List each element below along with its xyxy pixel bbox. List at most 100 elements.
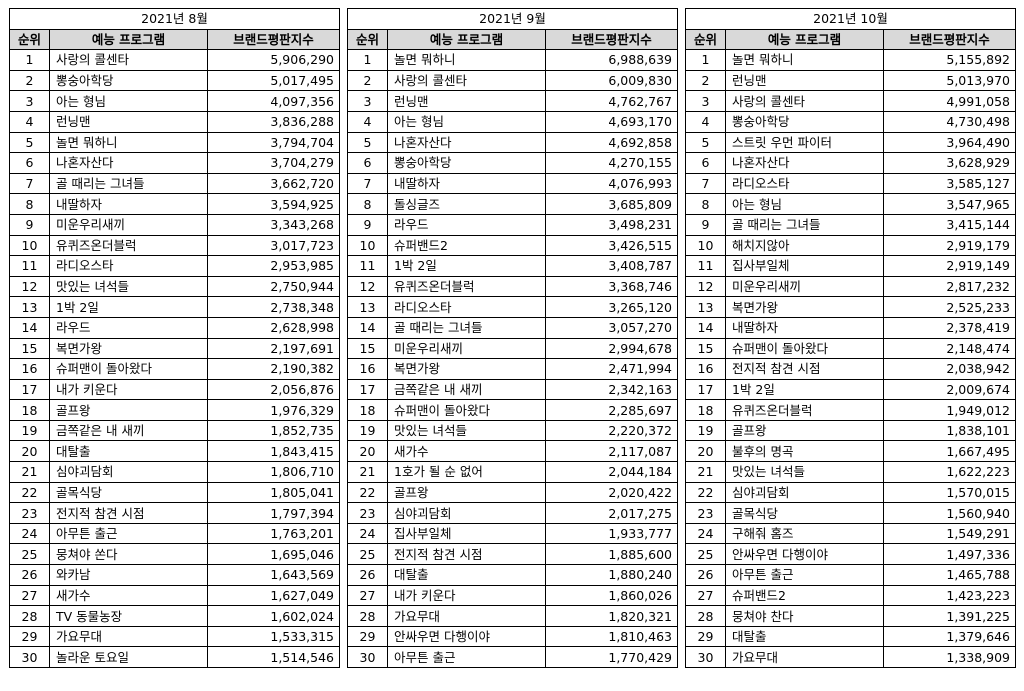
table-row: 27 새가수 1,627,049 — [9, 584, 340, 607]
table-row: 4 런닝맨 3,836,288 — [9, 110, 340, 133]
brand-index-cell: 2,471,994 — [545, 358, 678, 380]
brand-index-cell: 2,342,163 — [545, 378, 678, 401]
table-row: 9 미운우리새끼 3,343,268 — [9, 213, 340, 236]
table-row: 17 금쪽같은 내 새끼 2,342,163 — [347, 378, 678, 401]
table-row: 4 아는 형님 4,693,170 — [347, 110, 678, 133]
brand-index-cell: 3,662,720 — [207, 172, 340, 195]
rank-cell: 12 — [347, 275, 388, 298]
table-row: 25 안싸우면 다행이야 1,497,336 — [685, 543, 1016, 566]
program-name-cell: 뽕숭아학당 — [725, 110, 884, 133]
program-name-cell: 금쪽같은 내 새끼 — [49, 419, 208, 442]
brand-index-cell: 4,270,155 — [545, 152, 678, 174]
program-name-cell: 불후의 명곡 — [725, 440, 884, 463]
rank-cell: 20 — [685, 440, 726, 463]
program-name-cell: 심야괴담회 — [49, 461, 208, 483]
program-name-cell: 사랑의 콜센타 — [49, 49, 208, 71]
rank-cell: 8 — [347, 193, 388, 215]
program-name-cell: 슈퍼맨이 돌아왔다 — [387, 399, 546, 421]
rank-cell: 28 — [685, 605, 726, 627]
rank-cell: 3 — [347, 90, 388, 112]
table-row: 20 새가수 2,117,087 — [347, 440, 678, 463]
table-row: 2 런닝맨 5,013,970 — [685, 69, 1016, 92]
rank-cell: 19 — [9, 419, 50, 442]
brand-index-cell: 1,570,015 — [883, 481, 1016, 504]
table-row: 29 대탈출 1,379,646 — [685, 625, 1016, 648]
brand-index-cell: 5,155,892 — [883, 49, 1016, 71]
program-name-cell: 1박 2일 — [49, 296, 208, 318]
brand-index-cell: 3,368,746 — [545, 275, 678, 298]
brand-index-cell: 3,836,288 — [207, 110, 340, 133]
table-row: 24 집사부일체 1,933,777 — [347, 522, 678, 545]
rank-cell: 13 — [9, 296, 50, 318]
program-name-cell: 라우드 — [49, 316, 208, 339]
program-name-cell: 가요무대 — [387, 605, 546, 627]
rank-cell: 14 — [685, 316, 726, 339]
index-header: 브랜드평판지수 — [545, 28, 678, 51]
rank-cell: 30 — [347, 646, 388, 668]
program-name-cell: 라디오스타 — [49, 255, 208, 277]
rank-cell: 24 — [685, 522, 726, 545]
program-header: 예능 프로그램 — [725, 28, 884, 51]
table-row: 13 1박 2일 2,738,348 — [9, 296, 340, 318]
program-name-cell: 아는 형님 — [49, 90, 208, 112]
brand-index-cell: 3,628,929 — [883, 152, 1016, 174]
table-row: 22 골프왕 2,020,422 — [347, 481, 678, 504]
rank-cell: 9 — [685, 213, 726, 236]
table-row: 15 복면가왕 2,197,691 — [9, 337, 340, 360]
rank-cell: 20 — [347, 440, 388, 463]
table-row: 28 TV 동물농장 1,602,024 — [9, 605, 340, 627]
rank-cell: 7 — [347, 172, 388, 195]
program-name-cell: 라우드 — [387, 213, 546, 236]
rank-cell: 10 — [685, 234, 726, 257]
brand-index-cell: 1,880,240 — [545, 564, 678, 586]
rank-cell: 4 — [685, 110, 726, 133]
program-name-cell: 유퀴즈온더블럭 — [49, 234, 208, 257]
rank-cell: 3 — [685, 90, 726, 112]
program-name-cell: 맛있는 녀석들 — [725, 461, 884, 483]
program-name-cell: 미운우리새끼 — [725, 275, 884, 298]
table-row: 8 돌싱글즈 3,685,809 — [347, 193, 678, 215]
table-row: 19 맛있는 녀석들 2,220,372 — [347, 419, 678, 442]
rank-cell: 6 — [347, 152, 388, 174]
table-row: 7 라디오스타 3,585,127 — [685, 172, 1016, 195]
rank-cell: 28 — [347, 605, 388, 627]
program-name-cell: 내가 키운다 — [387, 584, 546, 607]
program-name-cell: 골목식당 — [49, 481, 208, 504]
rank-cell: 24 — [9, 522, 50, 545]
brand-index-cell: 3,594,925 — [207, 193, 340, 215]
table-row: 14 라우드 2,628,998 — [9, 316, 340, 339]
program-name-cell: 아는 형님 — [725, 193, 884, 215]
program-name-cell: 복면가왕 — [49, 337, 208, 360]
program-name-cell: 슈퍼밴드2 — [387, 234, 546, 257]
program-name-cell: 골 때리는 그녀들 — [49, 172, 208, 195]
brand-index-cell: 3,585,127 — [883, 172, 1016, 195]
brand-index-cell: 3,408,787 — [545, 255, 678, 277]
table-row: 29 가요무대 1,533,315 — [9, 625, 340, 648]
table-row: 22 심야괴담회 1,570,015 — [685, 481, 1016, 504]
table-row: 19 골프왕 1,838,101 — [685, 419, 1016, 442]
table-row: 6 나혼자산다 3,704,279 — [9, 152, 340, 174]
rank-cell: 12 — [9, 275, 50, 298]
program-name-cell: TV 동물농장 — [49, 605, 208, 627]
program-name-cell: 1박 2일 — [387, 255, 546, 277]
table-row: 13 라디오스타 3,265,120 — [347, 296, 678, 318]
brand-index-cell: 3,964,490 — [883, 131, 1016, 154]
program-name-cell: 안싸우면 다행이야 — [725, 543, 884, 566]
rank-cell: 9 — [347, 213, 388, 236]
brand-index-cell: 1,602,024 — [207, 605, 340, 627]
brand-index-cell: 6,988,639 — [545, 49, 678, 71]
table-row: 12 맛있는 녀석들 2,750,944 — [9, 275, 340, 298]
table-row: 11 라디오스타 2,953,985 — [9, 255, 340, 277]
table-row: 18 슈퍼맨이 돌아왔다 2,285,697 — [347, 399, 678, 421]
table-row: 6 나혼자산다 3,628,929 — [685, 152, 1016, 174]
rank-cell: 1 — [685, 49, 726, 71]
rank-cell: 25 — [9, 543, 50, 566]
table-row: 14 내딸하자 2,378,419 — [685, 316, 1016, 339]
brand-index-cell: 1,806,710 — [207, 461, 340, 483]
program-name-cell: 골프왕 — [725, 419, 884, 442]
brand-index-cell: 3,415,144 — [883, 213, 1016, 236]
month-title: 2021년 9월 — [347, 8, 678, 30]
brand-index-cell: 2,017,275 — [545, 502, 678, 524]
brand-index-cell: 1,627,049 — [207, 584, 340, 607]
rank-cell: 5 — [9, 131, 50, 154]
